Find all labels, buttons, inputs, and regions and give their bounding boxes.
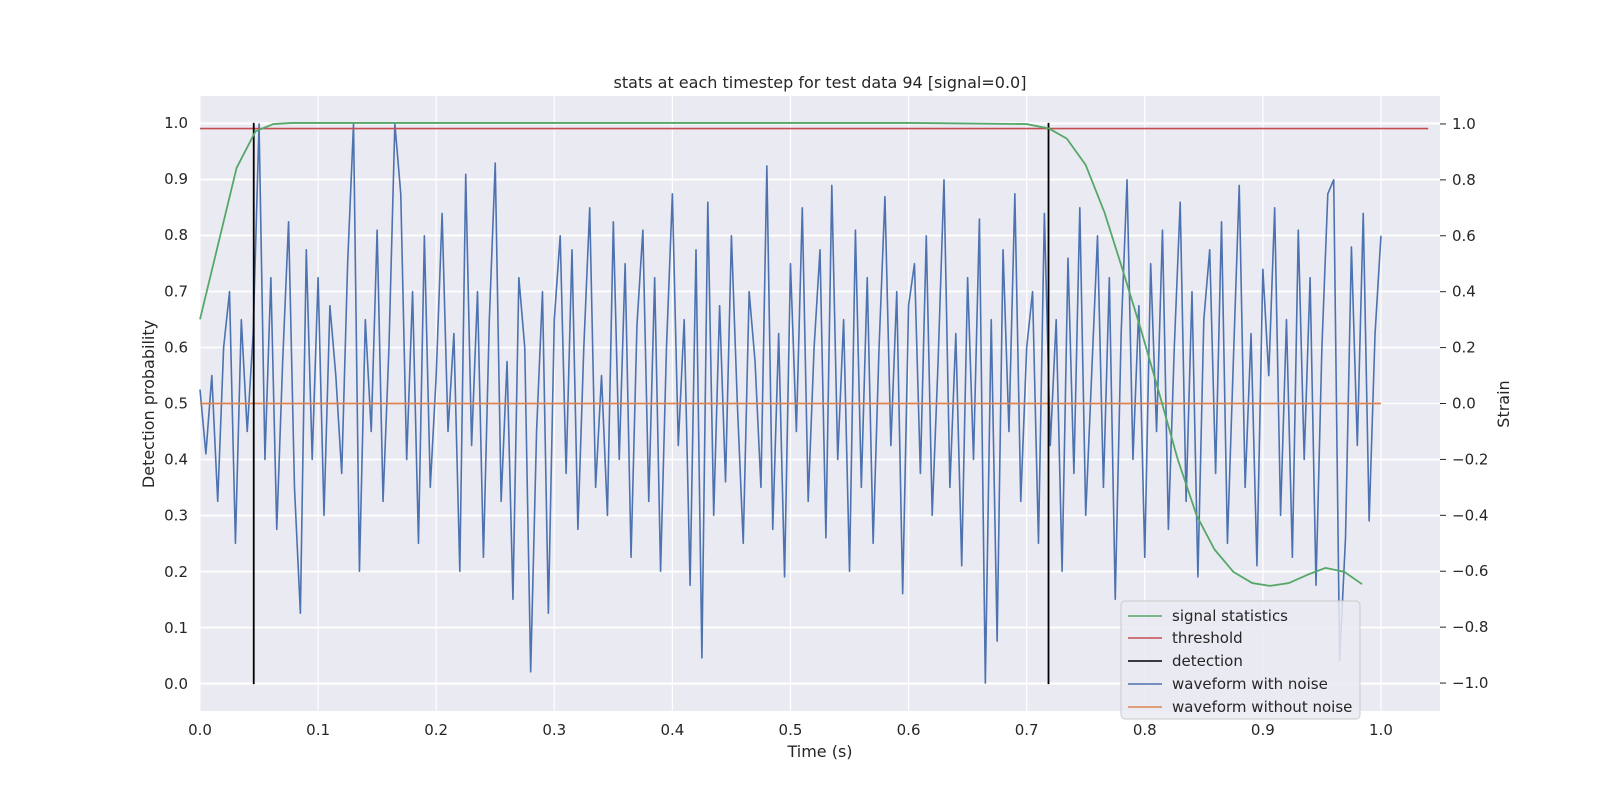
legend-label-signal: signal statistics — [1172, 607, 1288, 625]
x-tick-label: 0.8 — [1133, 721, 1157, 739]
legend-label-threshold: threshold — [1172, 629, 1243, 647]
y-axis-label-right: Strain — [1494, 380, 1513, 427]
x-tick-label: 0.2 — [424, 721, 448, 739]
y-left-tick-label: 0.6 — [164, 338, 188, 356]
y-right-tick-label: −0.8 — [1452, 618, 1488, 636]
x-tick-label: 0.0 — [188, 721, 212, 739]
x-tick-label: 0.1 — [306, 721, 330, 739]
y-right-tick-label: 0.4 — [1452, 283, 1476, 301]
y-right-tick-label: −1.0 — [1452, 674, 1488, 692]
legend-box — [1120, 600, 1361, 720]
y-right-tick-label: 0.8 — [1452, 171, 1476, 189]
x-tick-label: 0.7 — [1015, 721, 1039, 739]
legend: signal statistics threshold detection wa… — [1120, 600, 1361, 720]
x-tick-label: 0.9 — [1251, 721, 1275, 739]
y-right-tick-label: −0.2 — [1452, 450, 1488, 468]
chart-title: stats at each timestep for test data 94 … — [614, 73, 1027, 92]
x-tick-label: 0.5 — [779, 721, 803, 739]
series-waveform-with-noise — [199, 123, 1382, 684]
y-left-tick-label: 0.0 — [164, 675, 188, 693]
y-left-tick-label: 0.1 — [164, 619, 188, 637]
y-right-tick-label: 0.0 — [1452, 395, 1476, 413]
x-axis-label: Time (s) — [786, 742, 852, 761]
y-left-tick-label: 0.3 — [164, 507, 188, 525]
y-axis-label-left: Detection probability — [139, 320, 158, 488]
series-signal-statistics — [199, 122, 1363, 587]
tick-labels: 0.0 0.1 0.2 0.3 0.4 0.5 0.6 0.7 0.8 0.9 1.0 0.0 0.1 0… — [164, 114, 1488, 739]
series-layer — [199, 122, 1429, 685]
x-tick-label: 0.4 — [660, 721, 684, 739]
y-right-tick-label: 0.6 — [1452, 227, 1476, 245]
y-left-tick-label: 1.0 — [164, 114, 188, 132]
x-tick-label: 0.3 — [542, 721, 566, 739]
y-left-tick-label: 0.5 — [164, 395, 188, 413]
y-right-tick-label: 1.0 — [1452, 115, 1476, 133]
y-right-tick-label: −0.6 — [1452, 562, 1488, 580]
legend-label-clean: waveform without noise — [1172, 698, 1352, 716]
y-right-tick-label: −0.4 — [1452, 506, 1488, 524]
y-left-tick-label: 0.2 — [164, 563, 188, 581]
y-left-tick-label: 0.4 — [164, 451, 188, 469]
legend-label-noisy: waveform with noise — [1172, 675, 1328, 693]
x-tick-label: 1.0 — [1369, 721, 1393, 739]
x-tick-label: 0.6 — [897, 721, 921, 739]
y-left-tick-label: 0.9 — [164, 170, 188, 188]
y-right-tick-label: 0.2 — [1452, 339, 1476, 357]
y-left-tick-label: 0.8 — [164, 226, 188, 244]
y-left-tick-label: 0.7 — [164, 282, 188, 300]
legend-label-detection: detection — [1172, 652, 1243, 670]
